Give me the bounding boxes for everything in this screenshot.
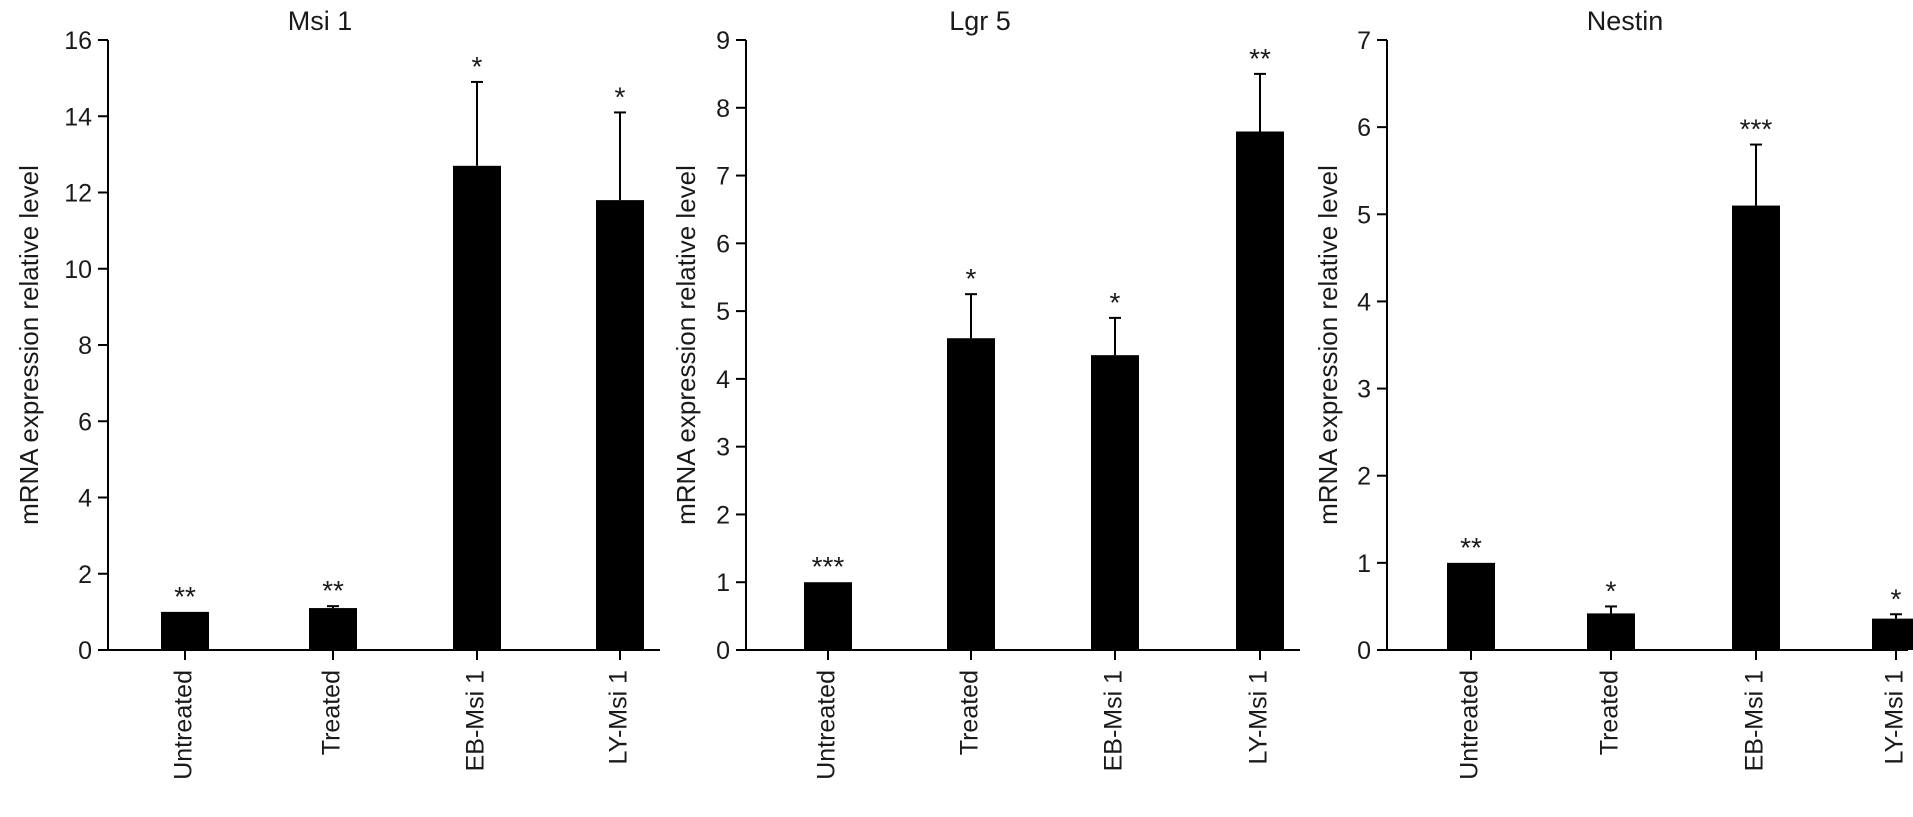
x-tick-label: Treated [1596, 670, 1624, 755]
significance-marker: *** [812, 551, 845, 582]
chart-panel-2: Lgr 5 0 1 2 3 4 5 6 7 8 9 mRNA expression relative … [671, 6, 1300, 780]
significance-marker: *** [1740, 114, 1773, 145]
y-tick-label: 7 [1357, 27, 1371, 55]
chart-title: Nestin [1587, 6, 1664, 36]
y-tick-label: 1 [1357, 550, 1371, 578]
bar-treated [1587, 613, 1635, 650]
x-tick-label: EB-Msi 1 [1100, 670, 1128, 771]
chart-panel-1: Msi 1 0 2 4 6 8 10 12 14 16 mRNA expression relati… [14, 6, 660, 780]
y-tick-label: 6 [78, 408, 92, 436]
x-tick-label: LY-Msi 1 [1245, 670, 1273, 764]
significance-marker: ** [322, 575, 344, 606]
y-tick-label: 3 [716, 434, 730, 462]
bar-untreated [161, 611, 209, 650]
x-tick-label: EB-Msi 1 [1741, 670, 1769, 771]
y-tick-label: 10 [64, 256, 92, 284]
significance-marker: * [472, 51, 483, 82]
y-tick-label: 2 [716, 501, 730, 529]
significance-marker: ** [1460, 532, 1482, 563]
x-tick-label: Untreated [813, 670, 841, 780]
bar-untreated [804, 582, 852, 650]
y-axis-label: mRNA expression relative level [671, 165, 701, 525]
significance-marker: * [1891, 583, 1902, 614]
bar-ly-msi-1 [1236, 131, 1284, 650]
y-axis-label: mRNA expression relative level [1313, 165, 1343, 525]
significance-marker: ** [1249, 43, 1271, 74]
y-tick-label: 1 [716, 569, 730, 597]
y-tick-label: 8 [78, 332, 92, 360]
chart-panel-3: Nestin 0 1 2 3 4 5 6 7 mRNA expression relative l… [1313, 6, 1913, 780]
bar-eb-msi-1 [1091, 355, 1139, 650]
y-tick-label: 0 [1357, 637, 1371, 665]
significance-marker: * [615, 81, 626, 112]
x-tick-label: LY-Msi 1 [605, 670, 633, 764]
y-tick-label: 9 [716, 27, 730, 55]
y-tick-label: 4 [1357, 288, 1371, 316]
x-tick-label: Untreated [1456, 670, 1484, 780]
significance-marker: * [966, 263, 977, 294]
y-axis-label: mRNA expression relative level [14, 165, 44, 525]
x-tick-label: Untreated [170, 670, 198, 780]
y-tick-label: 0 [78, 637, 92, 665]
y-tick-label: 16 [64, 27, 92, 55]
bar-ly-msi-1 [596, 200, 644, 650]
y-tick-label: 8 [716, 95, 730, 123]
x-tick-label: LY-Msi 1 [1881, 670, 1909, 764]
y-tick-label: 5 [1357, 201, 1371, 229]
y-tick-label: 12 [64, 180, 92, 208]
y-tick-label: 6 [716, 230, 730, 258]
bar-eb-msi-1 [1732, 205, 1780, 651]
y-tick-label: 2 [1357, 463, 1371, 491]
y-tick-label: 4 [716, 366, 730, 394]
chart-title: Lgr 5 [949, 6, 1011, 36]
y-tick-label: 5 [716, 298, 730, 326]
bar-ly-msi-1 [1872, 618, 1913, 650]
y-tick-label: 4 [78, 485, 92, 513]
chart-title: Msi 1 [288, 6, 353, 36]
y-tick-label: 7 [716, 163, 730, 191]
y-tick-label: 2 [78, 561, 92, 589]
y-tick-label: 6 [1357, 114, 1371, 142]
significance-marker: ** [174, 581, 196, 612]
bar-treated [947, 338, 995, 650]
bar-untreated [1447, 562, 1495, 650]
bar-eb-msi-1 [453, 165, 501, 650]
significance-marker: * [1606, 575, 1617, 606]
y-tick-label: 14 [64, 103, 92, 131]
y-tick-label: 0 [716, 637, 730, 665]
bar-treated [309, 608, 357, 650]
x-tick-label: Treated [956, 670, 984, 755]
x-tick-label: EB-Msi 1 [462, 670, 490, 771]
y-tick-label: 3 [1357, 376, 1371, 404]
significance-marker: * [1110, 287, 1121, 318]
x-tick-label: Treated [318, 670, 346, 755]
